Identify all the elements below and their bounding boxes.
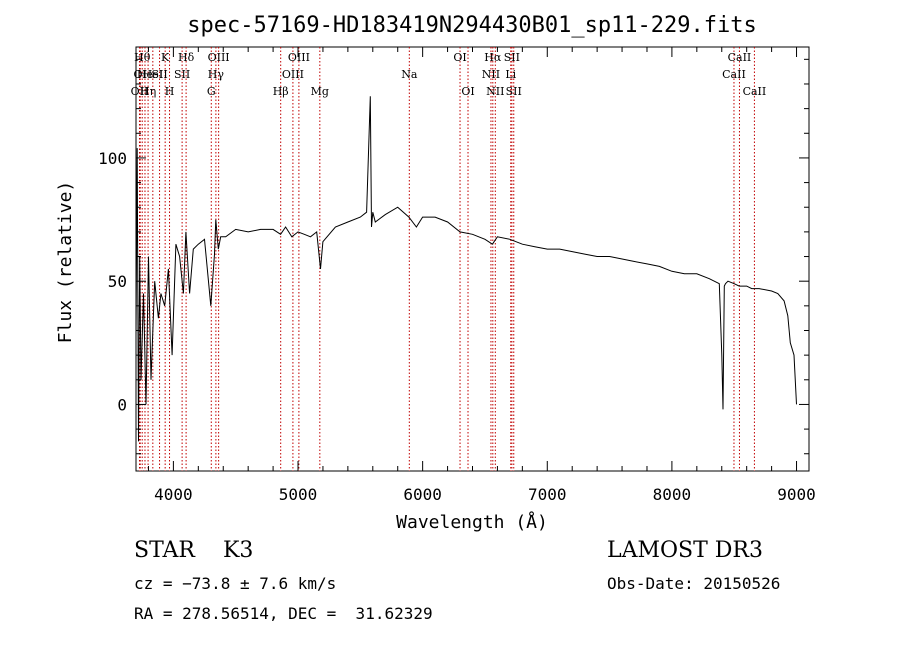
- y-axis-ticks: 0 50 100: [98, 58, 809, 455]
- line-label: Mg: [311, 85, 329, 98]
- line-label: G: [207, 85, 216, 98]
- line-label: SII: [174, 68, 190, 81]
- line-label: OII: [131, 85, 149, 98]
- x-tick-label: 4000: [154, 485, 193, 504]
- line-label: CaII: [743, 85, 767, 98]
- line-label: SII: [151, 68, 167, 81]
- line-label: CaII: [722, 68, 746, 81]
- line-label: OIII: [282, 68, 304, 81]
- x-axis-label: Wavelength (Å): [396, 511, 548, 533]
- line-label: OIII: [288, 51, 310, 64]
- survey-name: LAMOST DR3: [607, 538, 763, 563]
- plot-frame: [135, 46, 810, 472]
- object-classification: STAR K3: [134, 538, 254, 563]
- x-tick-label: 8000: [653, 485, 692, 504]
- x-tick-label: 7000: [528, 485, 567, 504]
- line-label: K: [161, 51, 170, 64]
- x-axis-ticks: 4000 5000 6000 7000 8000 9000: [147, 47, 816, 504]
- line-label: OI: [134, 68, 147, 81]
- line-label: Li: [505, 68, 516, 81]
- line-label: H: [165, 85, 175, 98]
- line-label: OI: [461, 85, 474, 98]
- line-label: OIII: [208, 51, 230, 64]
- line-label: Hδ: [178, 51, 195, 64]
- observation-date: Obs-Date: 20150526: [607, 574, 781, 593]
- y-tick-label: 100: [98, 149, 127, 168]
- line-label: Hβ: [273, 85, 289, 98]
- line-label: Hγ: [208, 68, 225, 81]
- spectrum-line: [135, 96, 797, 442]
- line-label: HeI: [143, 68, 163, 81]
- spectral-line-markers: [138, 47, 755, 471]
- line-label: NII: [482, 68, 500, 81]
- y-tick-label: 50: [108, 272, 127, 291]
- coordinates: RA = 278.56514, DEC = 31.62329: [134, 604, 433, 623]
- redshift-velocity: cz = −73.8 ± 7.6 km/s: [134, 574, 337, 593]
- spectral-line-labels: OIIOIHθHeHηHeISIIKHSIIHδGHγOIIIHβOIIIOII…: [131, 51, 767, 98]
- line-label: SII: [506, 85, 522, 98]
- line-label: SII: [504, 51, 520, 64]
- line-label: Na: [401, 68, 418, 81]
- x-tick-label: 5000: [279, 485, 318, 504]
- x-tick-label: 9000: [777, 485, 816, 504]
- y-axis-label: Flux (relative): [55, 181, 76, 344]
- line-label: OI: [453, 51, 466, 64]
- y-tick-label: 0: [117, 395, 127, 414]
- x-tick-label: 6000: [403, 485, 442, 504]
- line-label: CaII: [728, 51, 752, 64]
- line-label: NII: [486, 85, 504, 98]
- line-label: Hη: [140, 85, 156, 98]
- chart-title: spec-57169-HD183419N294430B01_sp11-229.f…: [187, 13, 757, 38]
- line-label: Hθ: [134, 51, 151, 64]
- line-label: Hα: [484, 51, 502, 64]
- line-label: He: [137, 68, 153, 81]
